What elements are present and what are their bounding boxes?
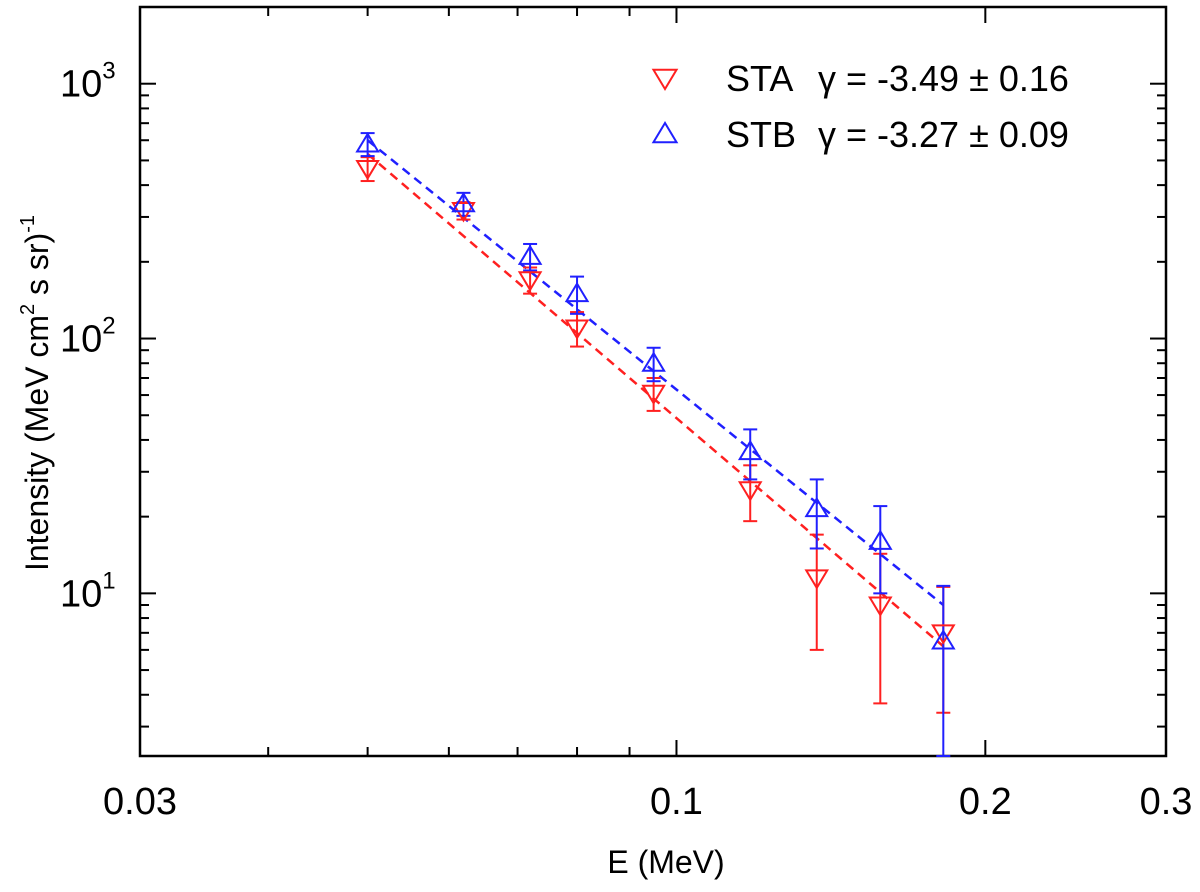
stb-legend-marker [651, 121, 679, 144]
sta-point [641, 384, 666, 406]
sta-point [804, 569, 830, 590]
plot-frame [138, 5, 1168, 758]
sta-point [931, 624, 956, 645]
y-axis-title-sup-exp: -1 [17, 215, 39, 233]
stb-point [355, 132, 380, 153]
y-axis-title-main: Intensity (MeV cm [19, 315, 55, 571]
y-tick-label: 102 [60, 313, 116, 361]
sta-legend-gamma: γ = -3.49 ± 0.16 [818, 58, 1069, 99]
x-axis-title: E (MeV) [607, 844, 724, 880]
sta-legend-name: STA [726, 58, 793, 99]
y-axis-title-sup2: 2 [17, 304, 39, 315]
y-tick-label: 103 [60, 58, 116, 106]
x-tick-label: 0.3 [1140, 781, 1193, 823]
x-tick-label: 0.2 [959, 781, 1012, 823]
stb-legend-gamma: γ = -3.27 ± 0.09 [818, 114, 1069, 155]
stb-legend-name: STB [726, 114, 796, 155]
stb-point [451, 191, 476, 213]
stb-point [737, 439, 763, 461]
stb-point [517, 244, 543, 265]
x-tick-label: 0.03 [103, 781, 177, 823]
sta-legend-marker [651, 68, 679, 91]
y-tick-label: 101 [60, 567, 116, 615]
stb-point [868, 529, 893, 550]
stb-point [641, 351, 666, 372]
stb-point [804, 496, 830, 518]
y-axis-title: Intensity (MeV cm2 s sr)-1 [17, 215, 55, 571]
sta-point [355, 159, 380, 181]
sta-point [737, 481, 763, 502]
y-axis-title-mid: s sr) [19, 233, 55, 304]
stb-point [931, 629, 956, 650]
sta-point [517, 271, 543, 292]
stb-point [564, 281, 590, 303]
sta-point [868, 596, 893, 617]
x-tick-label: 0.1 [650, 781, 703, 823]
sta-point [564, 319, 590, 340]
